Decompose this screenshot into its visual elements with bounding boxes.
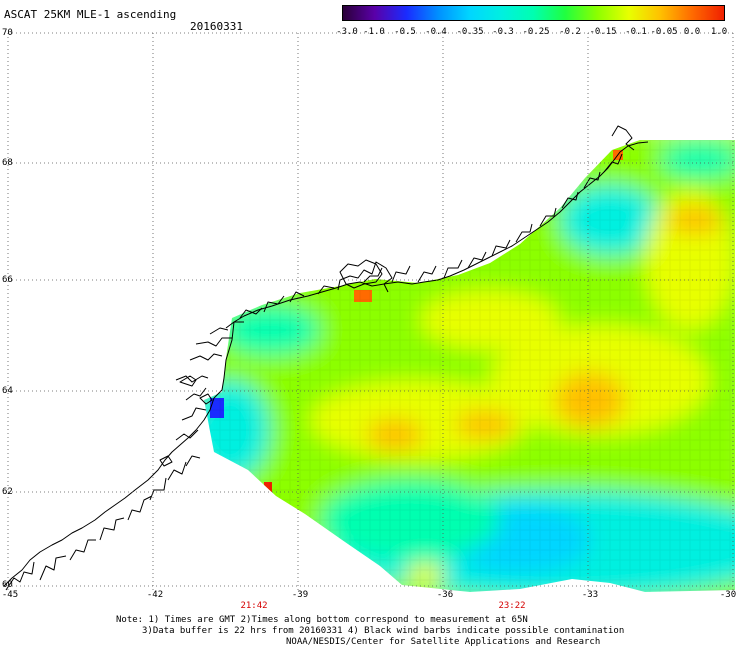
- note-line-1: Note: 1) Times are GMT 2)Times along bot…: [116, 615, 528, 625]
- lon-label: -30: [719, 590, 737, 600]
- lon-label: -42: [146, 590, 164, 600]
- note-line-3: NOAA/NESDIS/Center for Satellite Applica…: [286, 637, 601, 647]
- lat-label: 66: [2, 275, 13, 285]
- lon-label: -36: [436, 590, 454, 600]
- colorbar-label: -0.1: [625, 27, 647, 37]
- lat-lon-grid: [7, 32, 735, 590]
- colorbar-label: -3.0: [336, 27, 358, 37]
- colorbar-label: -0.3: [492, 27, 514, 37]
- lat-label: 64: [2, 386, 13, 396]
- lat-label: 60: [2, 580, 13, 590]
- lat-label: 68: [2, 158, 13, 168]
- time-label: 21:42: [240, 601, 268, 611]
- colorbar-label: 1.0: [710, 27, 728, 37]
- colorbar-label: -1.0: [363, 27, 385, 37]
- lon-label: -45: [1, 590, 19, 600]
- map-title: ASCAT 25KM MLE-1 ascending: [4, 8, 177, 21]
- lat-label: 62: [2, 487, 13, 497]
- colorbar: [342, 5, 725, 21]
- colorbar-label: -0.25: [522, 27, 550, 37]
- note-line-2: 3)Data buffer is 22 hrs from 20160331 4)…: [142, 626, 625, 636]
- colorbar-label: -0.5: [394, 27, 416, 37]
- colorbar-label: -0.15: [589, 27, 617, 37]
- colorbar-label: -0.2: [559, 27, 581, 37]
- lat-label: 70: [2, 28, 13, 38]
- colorbar-label: -0.35: [456, 27, 484, 37]
- lon-label: -39: [291, 590, 309, 600]
- greenland-coastline: [3, 125, 649, 591]
- time-label: 23:22: [498, 601, 526, 611]
- colorbar-label: -0.05: [650, 27, 678, 37]
- wind-data-swath: [204, 140, 735, 592]
- colorbar-label: 0.0: [683, 27, 701, 37]
- colorbar-label: -0.4: [425, 27, 447, 37]
- map-date: 20160331: [190, 20, 243, 33]
- lon-label: -33: [581, 590, 599, 600]
